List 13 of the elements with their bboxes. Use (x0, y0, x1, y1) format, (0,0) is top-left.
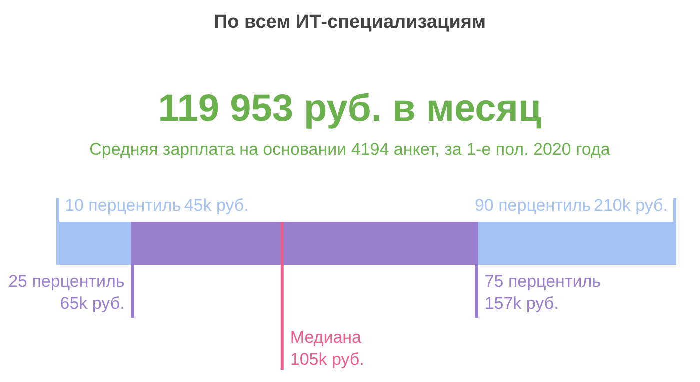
text: Средняя зарплата на основании 4194 анкет, за 1-е пол. 2020 года (90, 140, 611, 159)
category-label: 75 перцентиль (484, 272, 602, 291)
category-label: 25 перцентиль (8, 272, 125, 291)
text: 119 953 руб. в месяц (158, 88, 542, 130)
data-label: 65k руб. (60, 294, 125, 313)
data-label: 157k руб. (484, 294, 559, 313)
category-label: 10 перцентиль (65, 196, 182, 215)
data-label: 105k руб. (290, 350, 364, 369)
category-label: 90 перцентиль (474, 196, 592, 215)
category-label: Медиана (290, 328, 362, 347)
data-label: 45k руб. (184, 196, 249, 215)
text: По всем ИТ-специализациям (214, 12, 486, 33)
data-label: 210k руб. (594, 196, 668, 215)
